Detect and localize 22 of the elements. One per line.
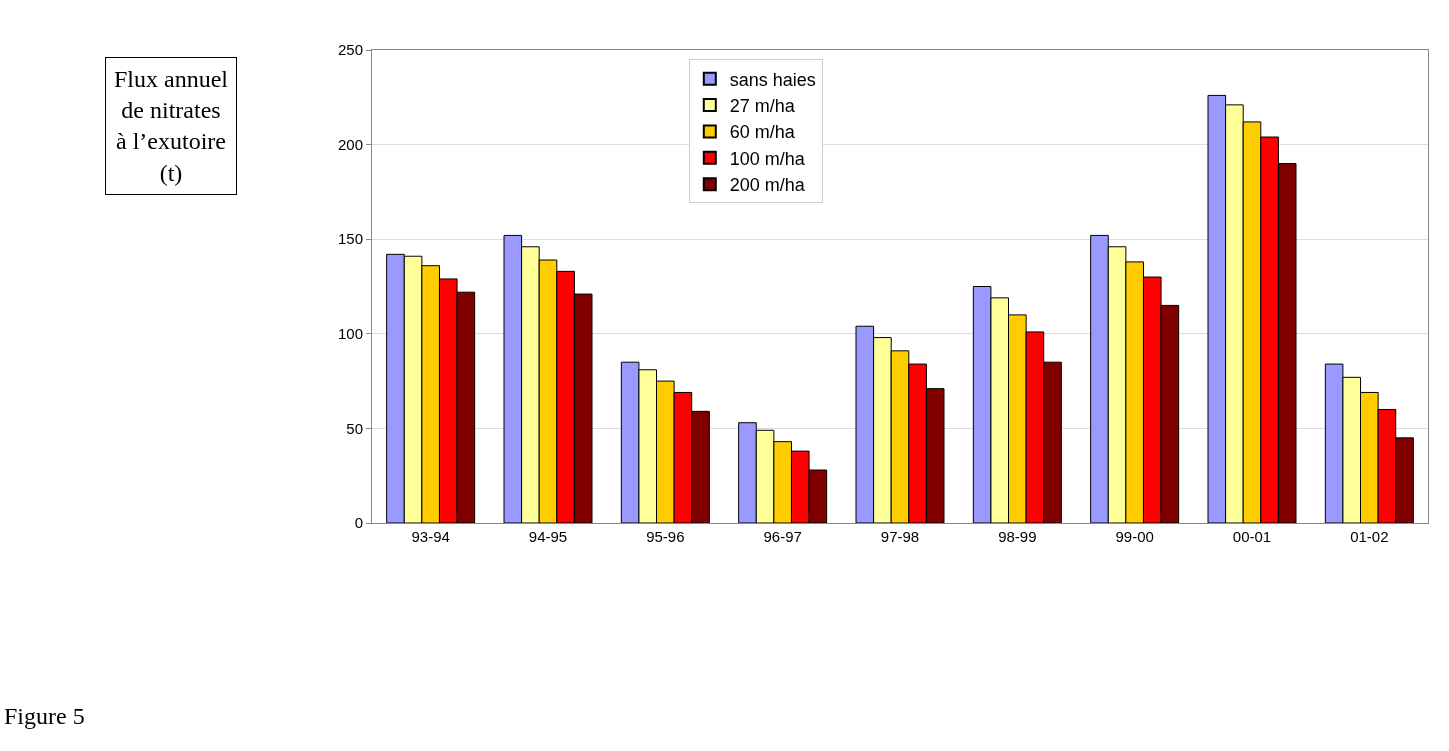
y-tick-label: 0 bbox=[354, 514, 363, 532]
x-tick-label: 95-96 bbox=[646, 528, 685, 545]
x-tick-label: 01-02 bbox=[1350, 528, 1389, 545]
legend-label: 27 m/ha bbox=[729, 96, 796, 117]
x-tick-label: 99-00 bbox=[1115, 528, 1154, 545]
caption: Figure 5 bbox=[4, 703, 85, 729]
legend-label: 60 m/ha bbox=[729, 122, 796, 143]
x-tick-label: 97-98 bbox=[880, 528, 920, 545]
y-tick-label: 250 bbox=[337, 41, 363, 59]
x-tick-label: 00-01 bbox=[1232, 528, 1272, 545]
x-tick-label: 94-95 bbox=[528, 528, 568, 545]
y-tick-label: 200 bbox=[337, 135, 363, 153]
x-tick-label: 96-97 bbox=[763, 528, 802, 545]
x-tick-label: 93-94 bbox=[411, 528, 450, 545]
legend-label: 100 m/ha bbox=[729, 148, 806, 169]
y-tick-label: 100 bbox=[337, 325, 363, 343]
y-axis-title: Flux annuel de nitrates à l’exutoire (t) bbox=[114, 66, 229, 186]
y-tick-label: 50 bbox=[346, 419, 363, 437]
legend-label: sans haies bbox=[729, 69, 816, 90]
x-tick-label: 98-99 bbox=[998, 528, 1037, 545]
y-tick-label: 150 bbox=[337, 230, 363, 248]
legend-label: 200 m/ha bbox=[729, 175, 806, 196]
